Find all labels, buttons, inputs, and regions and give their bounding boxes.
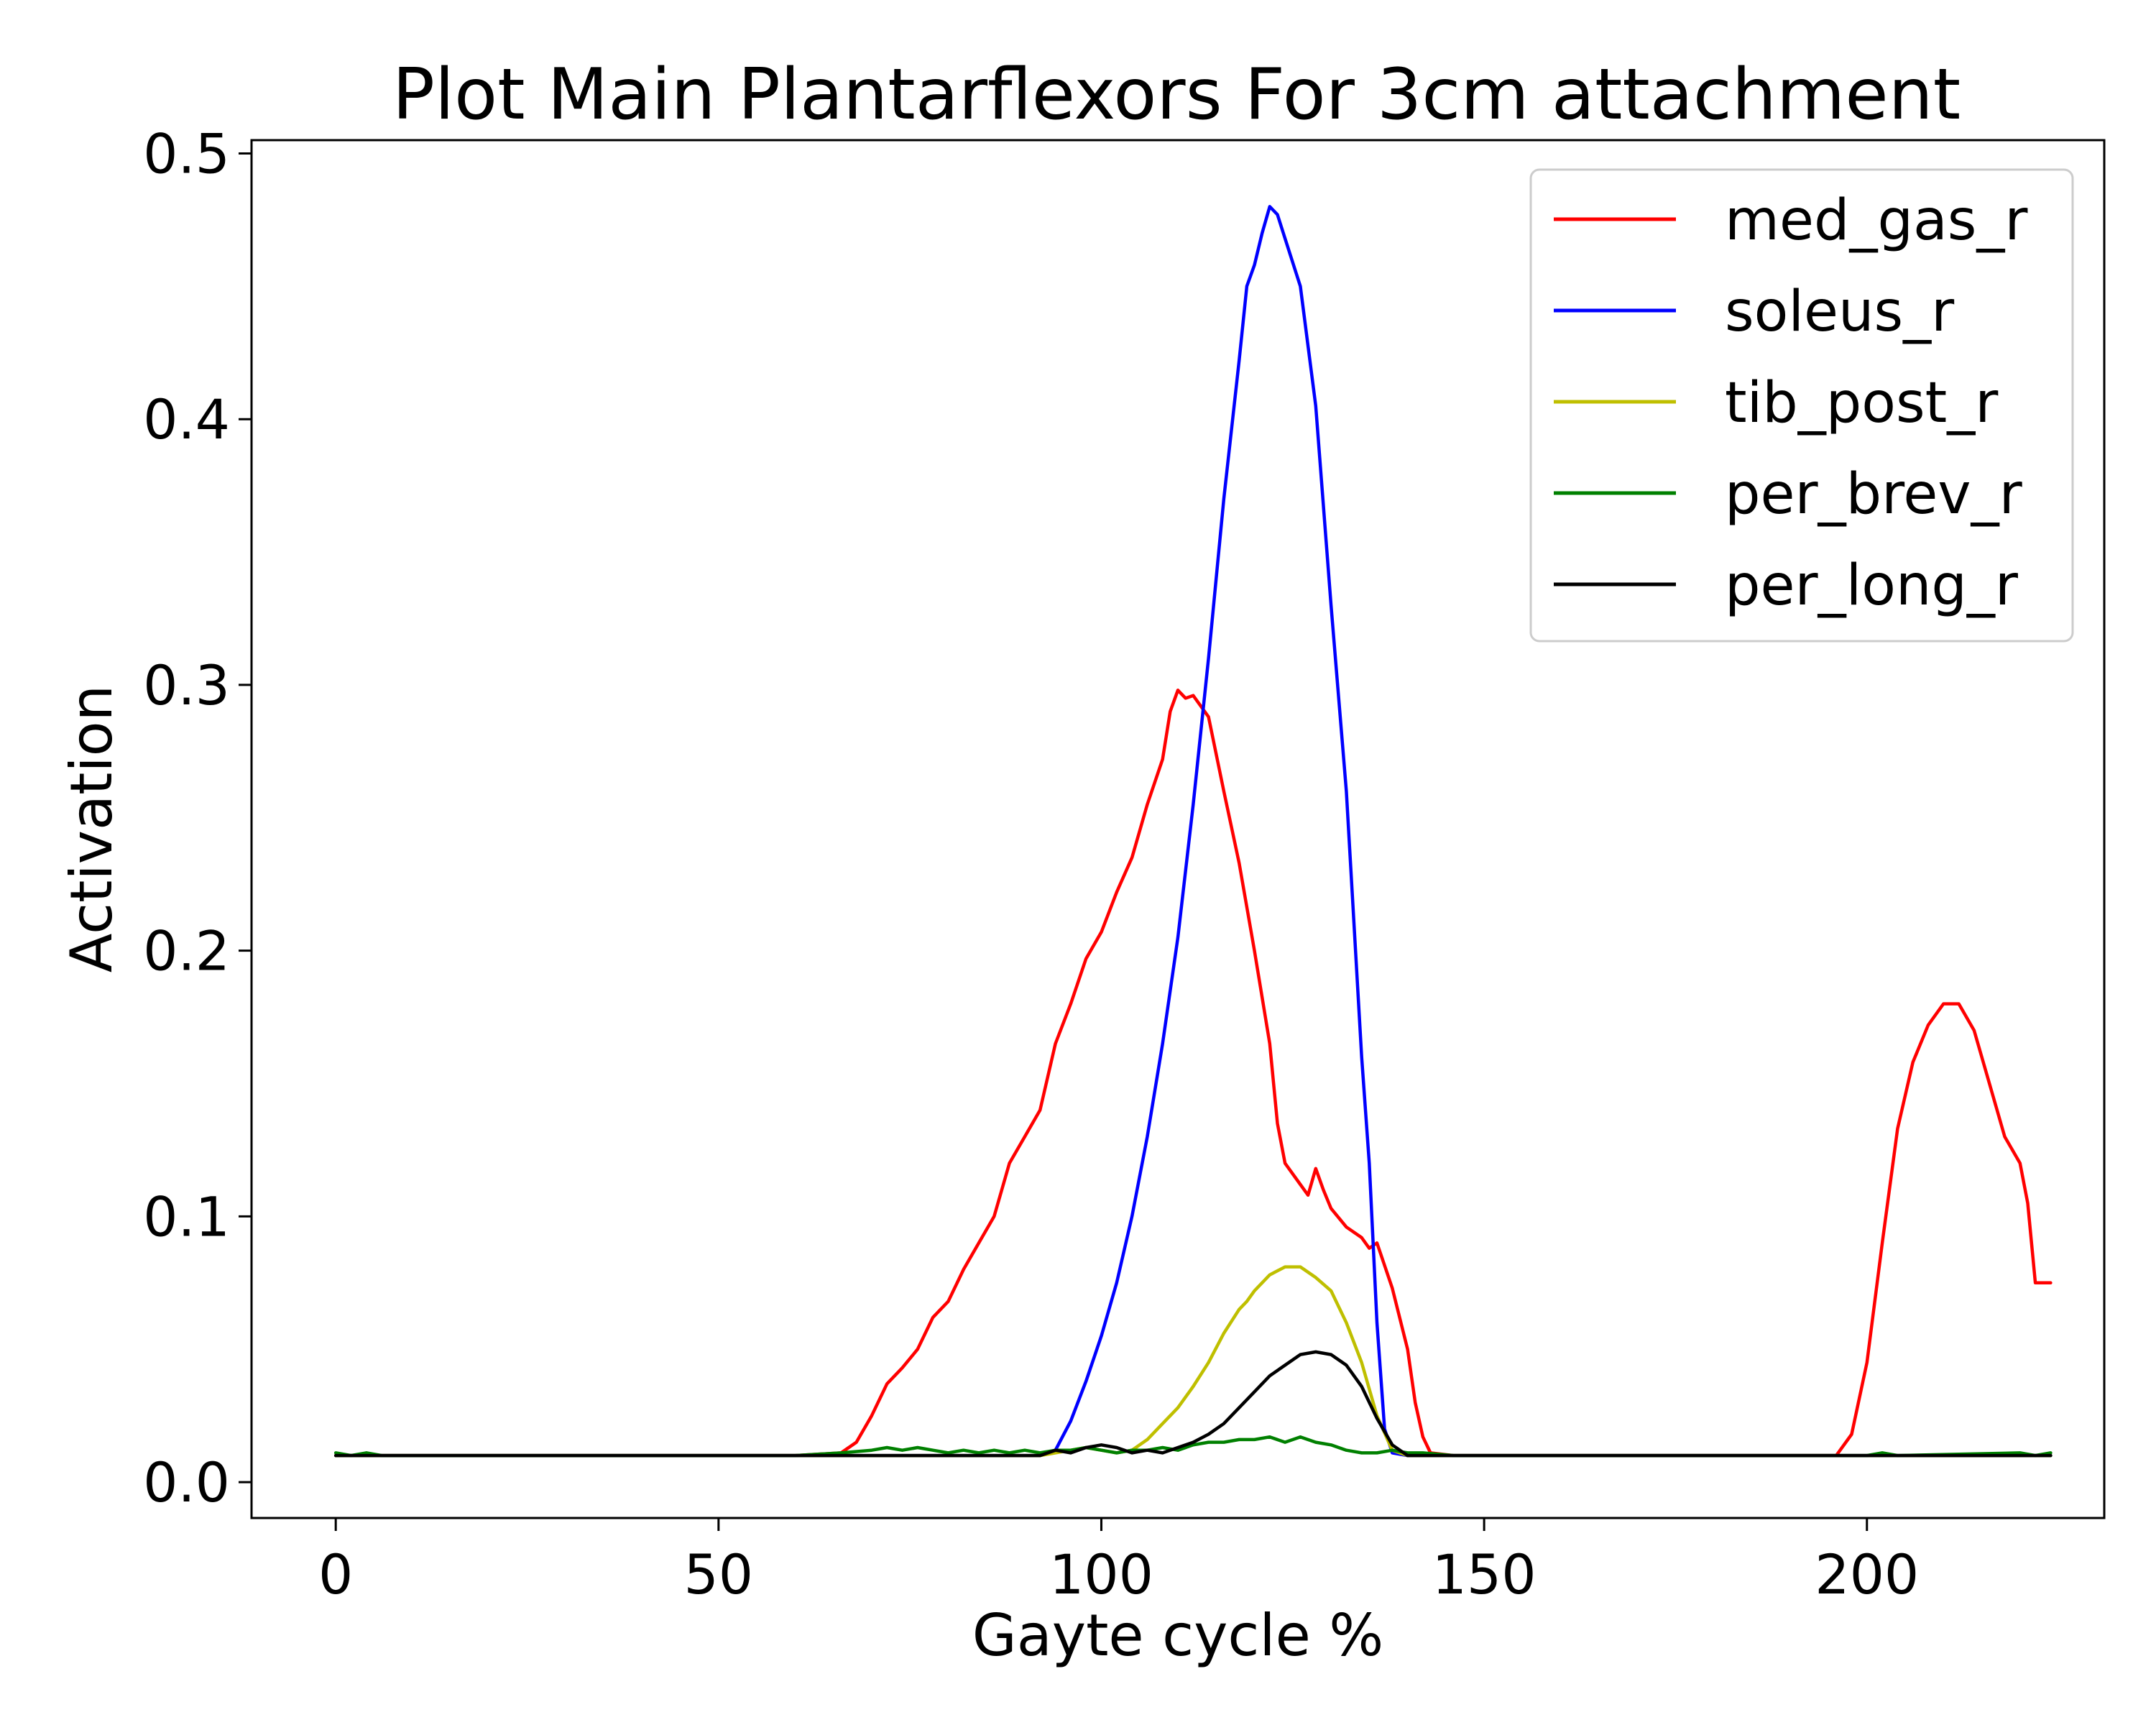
- x-tick-label: 0: [318, 1542, 353, 1606]
- y-tick-label: 0.3: [143, 653, 230, 717]
- series-line-tib-post-r: [333, 1265, 2053, 1458]
- legend-label: soleus_r: [1725, 280, 1955, 344]
- x-tick-label: 50: [683, 1542, 753, 1606]
- y-tick-label: 0.1: [143, 1184, 230, 1248]
- legend-box: [1529, 168, 2074, 643]
- legend-label: tib_post_r: [1725, 371, 1999, 436]
- legend-label: per_brev_r: [1725, 462, 2023, 527]
- plot-area-frame: [250, 139, 2106, 1519]
- legend: med_gas_r soleus_r tib_post_r per_brev_rper…: [1529, 168, 2074, 643]
- y-tick-label: 0.5: [143, 121, 230, 185]
- x-tick-label: 150: [1432, 1542, 1537, 1606]
- series-line-med-gas-r: [333, 689, 2053, 1458]
- y-axis-ticks: 0.0 0.1 0.2 0.3 0.4 0.5: [143, 121, 252, 1514]
- y-axis-label: Activation: [58, 685, 125, 973]
- x-tick-label: 200: [1815, 1542, 1919, 1606]
- series-line-soleus-r: [333, 205, 2053, 1458]
- y-tick-label: 0.0: [143, 1450, 230, 1514]
- legend-items: med_gas_r soleus_r tib_post_r per_brev_rper…: [1554, 188, 2028, 618]
- legend-label: med_gas_r: [1725, 188, 2028, 253]
- y-tick-label: 0.4: [143, 387, 230, 451]
- x-tick-label: 100: [1049, 1542, 1153, 1606]
- series-line-per-brev-r: [333, 1435, 2053, 1458]
- series-line-per-long-r: [333, 1350, 2053, 1458]
- legend-label: per_long_r: [1725, 553, 2019, 618]
- chart-title: Plot Main Plantarflexors For 3cm attachm…: [392, 54, 1961, 136]
- x-axis-label: Gayte cycle %: [972, 1602, 1384, 1669]
- y-tick-label: 0.2: [143, 919, 230, 983]
- x-axis-ticks: 0 50 100 150 200: [318, 1518, 1919, 1606]
- series-lines: [333, 205, 2053, 1458]
